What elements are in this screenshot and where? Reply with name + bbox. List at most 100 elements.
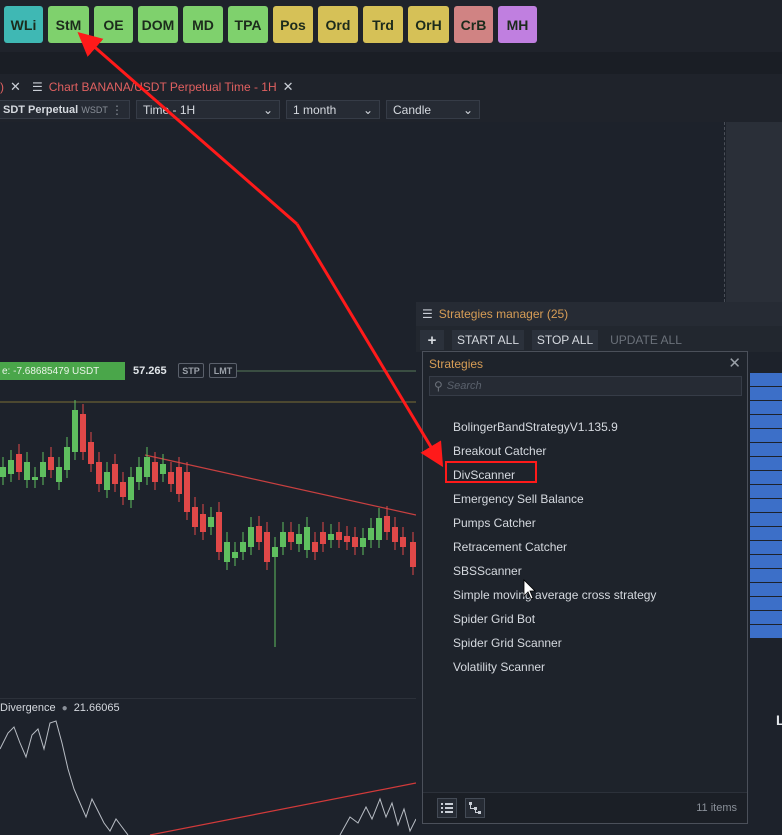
search-icon: ⚲ — [434, 379, 443, 393]
order-book-bar — [750, 499, 782, 512]
list-view-icon[interactable] — [437, 798, 457, 818]
candle-body — [176, 467, 182, 494]
close-icon[interactable]: ✕ — [728, 355, 741, 372]
strategies-manager-toolbar: + START ALL STOP ALL UPDATE ALL — [416, 326, 782, 352]
order-book-bar — [750, 569, 782, 582]
price-chart[interactable]: e: -7.68685479 USDT 57.265 STP LMT — [0, 122, 416, 697]
toolbar-button-stm[interactable]: StM — [48, 6, 89, 43]
candle-body — [240, 542, 246, 552]
strategy-search-input[interactable] — [442, 379, 729, 393]
candle-body — [272, 547, 278, 557]
order-book-bar — [750, 387, 782, 400]
strategy-item[interactable]: Pumps Catcher — [453, 516, 536, 530]
toolbar-button-pos[interactable]: Pos — [273, 6, 313, 43]
candle-body — [368, 528, 374, 540]
order-book-bar — [750, 583, 782, 596]
toolbar-button-wli[interactable]: WLi — [4, 6, 43, 43]
toolbar-button-md[interactable]: MD — [183, 6, 223, 43]
instrument-select[interactable]: SDT Perpetual WSDT ⋮ — [0, 100, 130, 119]
menu-icon[interactable]: ☰ — [422, 307, 433, 321]
tab-chart-banana[interactable]: ☰ Chart BANANA/USDT Perpetual Time - 1H … — [32, 79, 294, 95]
indicator-panel[interactable]: Divergence ● 21.66065 — [0, 698, 416, 835]
candle-body — [410, 542, 416, 567]
toolbar-button-oe[interactable]: OE — [94, 6, 133, 43]
candle-body — [88, 442, 94, 464]
toolbar-button-mh[interactable]: MH — [498, 6, 537, 43]
top-toolbar: WLi StM OE DOM MD TPA Pos Ord Trd OrH CrB MH — [0, 0, 782, 53]
strategy-item[interactable]: Emergency Sell Balance — [453, 492, 584, 506]
toolbar-button-tpa[interactable]: TPA — [228, 6, 268, 43]
strategy-item[interactable]: Spider Grid Bot — [453, 612, 536, 626]
order-book-bar — [750, 513, 782, 526]
toolbar-button-orh[interactable]: OrH — [408, 6, 449, 43]
previous-tab[interactable]: ) ✕ — [0, 79, 21, 95]
tree-view-icon[interactable] — [465, 798, 485, 818]
candle-body — [344, 536, 350, 542]
candle-body — [288, 532, 294, 542]
more-icon[interactable]: ⋮ — [111, 102, 123, 117]
toolbar-button-crb[interactable]: CrB — [454, 6, 493, 43]
order-book-bar — [750, 527, 782, 540]
close-icon[interactable]: ✕ — [282, 79, 294, 94]
candle-body — [224, 542, 230, 562]
candle-body — [168, 472, 174, 484]
order-book-bar — [750, 597, 782, 610]
lmt-button[interactable]: LMT — [209, 363, 237, 378]
order-book-bar — [750, 611, 782, 624]
candle-body — [336, 532, 342, 540]
chevron-down-icon: ⌄ — [262, 102, 273, 117]
candle-body — [32, 477, 38, 480]
update-all-button[interactable]: UPDATE ALL — [610, 333, 682, 347]
strategies-manager-header: ☰ Strategies manager (25) — [416, 302, 782, 326]
toolbar-button-trd[interactable]: Trd — [363, 6, 403, 43]
order-book-bar — [750, 541, 782, 554]
strategy-item[interactable]: Simple moving average cross strategy — [453, 588, 657, 602]
candle-body — [200, 514, 206, 532]
add-strategy-button[interactable]: + — [420, 330, 444, 350]
timeframe-select[interactable]: Time - 1H ⌄ — [136, 100, 280, 119]
trend-line — [144, 454, 416, 516]
candle-body — [120, 482, 126, 497]
candle-body — [56, 467, 62, 482]
candle-body — [360, 538, 366, 547]
tab-chart-label: Chart BANANA/USDT Perpetual Time - 1H — [48, 80, 277, 94]
strategy-item[interactable]: Retracement Catcher — [453, 540, 568, 554]
order-book-bar — [750, 443, 782, 456]
order-book-bars — [750, 373, 782, 647]
chevron-down-icon: ⌄ — [362, 102, 373, 117]
strategy-item[interactable]: Spider Grid Scanner — [453, 636, 562, 650]
start-all-button[interactable]: START ALL — [452, 330, 524, 350]
close-icon[interactable]: ✕ — [10, 79, 21, 94]
strategy-item[interactable]: Volatility Scanner — [453, 660, 546, 674]
indicator-name: Divergence — [0, 702, 56, 714]
stop-all-button[interactable]: STOP ALL — [532, 330, 598, 350]
candle-body — [208, 517, 214, 527]
strategy-item[interactable]: Breakout Catcher — [453, 444, 547, 458]
strategy-item[interactable]: DivScanner — [453, 468, 516, 482]
instrument-name: SDT Perpetual — [3, 103, 79, 116]
strategy-search: ⚲ — [429, 376, 742, 396]
menu-icon[interactable]: ☰ — [32, 80, 43, 94]
strategies-manager-title: Strategies manager (25) — [438, 307, 569, 321]
edge-label: L — [776, 712, 782, 728]
candle-body — [16, 454, 22, 472]
current-price: 57.265 — [133, 365, 167, 377]
toolbar-spacer — [0, 52, 782, 74]
stp-button[interactable]: STP — [178, 363, 204, 378]
candle-body — [376, 518, 382, 540]
order-book-bar — [750, 429, 782, 442]
chart-tab-bar: ) ✕ ☰ Chart BANANA/USDT Perpetual Time -… — [0, 74, 782, 98]
period-select[interactable]: 1 month ⌄ — [286, 100, 380, 119]
chart-type-select[interactable]: Candle ⌄ — [386, 100, 480, 119]
toolbar-button-ord[interactable]: Ord — [318, 6, 358, 43]
candle-body — [40, 462, 46, 477]
candle-body — [128, 477, 134, 500]
strategy-item[interactable]: SBSScanner — [453, 564, 522, 578]
candle-body — [328, 534, 334, 540]
strategy-item[interactable]: BolingerBandStrategyV1.135.9 — [453, 420, 618, 434]
candle-body — [112, 464, 118, 484]
pnl-label: e: -7.68685479 USDT — [0, 362, 125, 380]
strategies-popup: Strategies ✕ ⚲ BolingerBandStrategyV1.13… — [422, 351, 748, 824]
toolbar-button-dom[interactable]: DOM — [138, 6, 178, 43]
order-book-bar — [750, 401, 782, 414]
